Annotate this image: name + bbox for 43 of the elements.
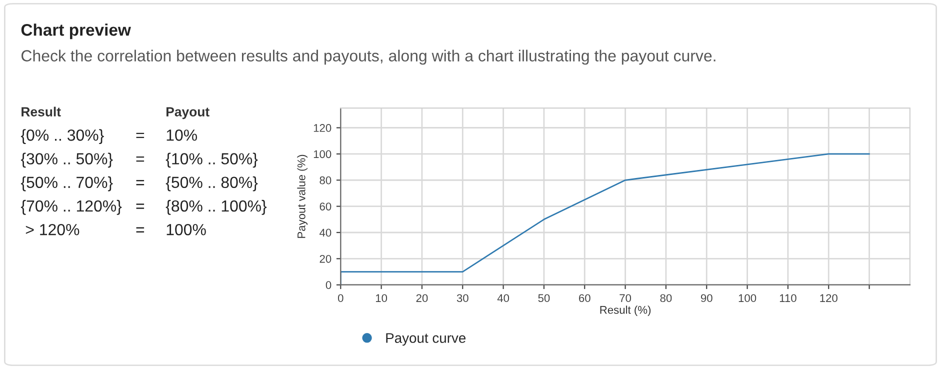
- text: > 120%: [26, 224, 80, 236]
- x-tick-label: 10: [376, 294, 388, 302]
- x-tick-label: 50: [538, 294, 550, 302]
- text: {30% .. 50%}: [20, 152, 113, 168]
- text: {50% .. 70%}: [20, 176, 113, 192]
- text: {80% .. 100%}: [166, 200, 267, 215]
- legend-label: Payout curve: [386, 333, 466, 346]
- text: =: [136, 180, 144, 186]
- text: Payout: [166, 107, 210, 120]
- y-axis-title: Payout value (%): [297, 154, 308, 238]
- text: 100%: [166, 224, 206, 236]
- y-tick-label: 0: [326, 281, 332, 290]
- text: {50% .. 80%}: [166, 176, 258, 192]
- text: =: [136, 227, 144, 232]
- y-tick-label: 120: [314, 124, 332, 132]
- x-tick-label: 110: [780, 294, 796, 302]
- y-tick-label: 60: [320, 202, 332, 210]
- x-tick-label: 80: [660, 294, 672, 302]
- chart-subtitle: Check the correlation between results and payouts, along with a chart illustrating the payout curve.: [22, 50, 716, 65]
- text: =: [136, 204, 144, 209]
- text: =: [136, 132, 144, 138]
- text: {70% .. 120%}: [20, 200, 122, 215]
- x-tick-label: 100: [738, 294, 756, 302]
- x-tick-label: 30: [456, 294, 468, 302]
- y-tick-label: 40: [320, 228, 332, 237]
- x-tick-label: 40: [497, 294, 510, 302]
- text: {0% .. 30%}: [20, 129, 104, 144]
- text: 10%: [166, 130, 198, 141]
- y-tick-label: 80: [320, 176, 332, 184]
- x-axis-title: Result (%): [600, 306, 651, 316]
- text: =: [136, 156, 144, 162]
- y-tick-label: 100: [314, 150, 332, 158]
- x-tick-label: 0: [338, 294, 344, 302]
- x-tick-label: 70: [620, 294, 632, 302]
- x-tick-label: 60: [579, 294, 590, 302]
- line-series: [340, 153, 870, 285]
- x-tick-label: 120: [820, 294, 838, 302]
- text: Result: [22, 106, 61, 116]
- x-tick-label: 90: [700, 294, 712, 302]
- text: {10% .. 50%}: [166, 152, 258, 168]
- x-tick-label: 20: [416, 294, 428, 302]
- y-tick-label: 20: [320, 254, 332, 263]
- text: Chart preview: [21, 24, 131, 40]
